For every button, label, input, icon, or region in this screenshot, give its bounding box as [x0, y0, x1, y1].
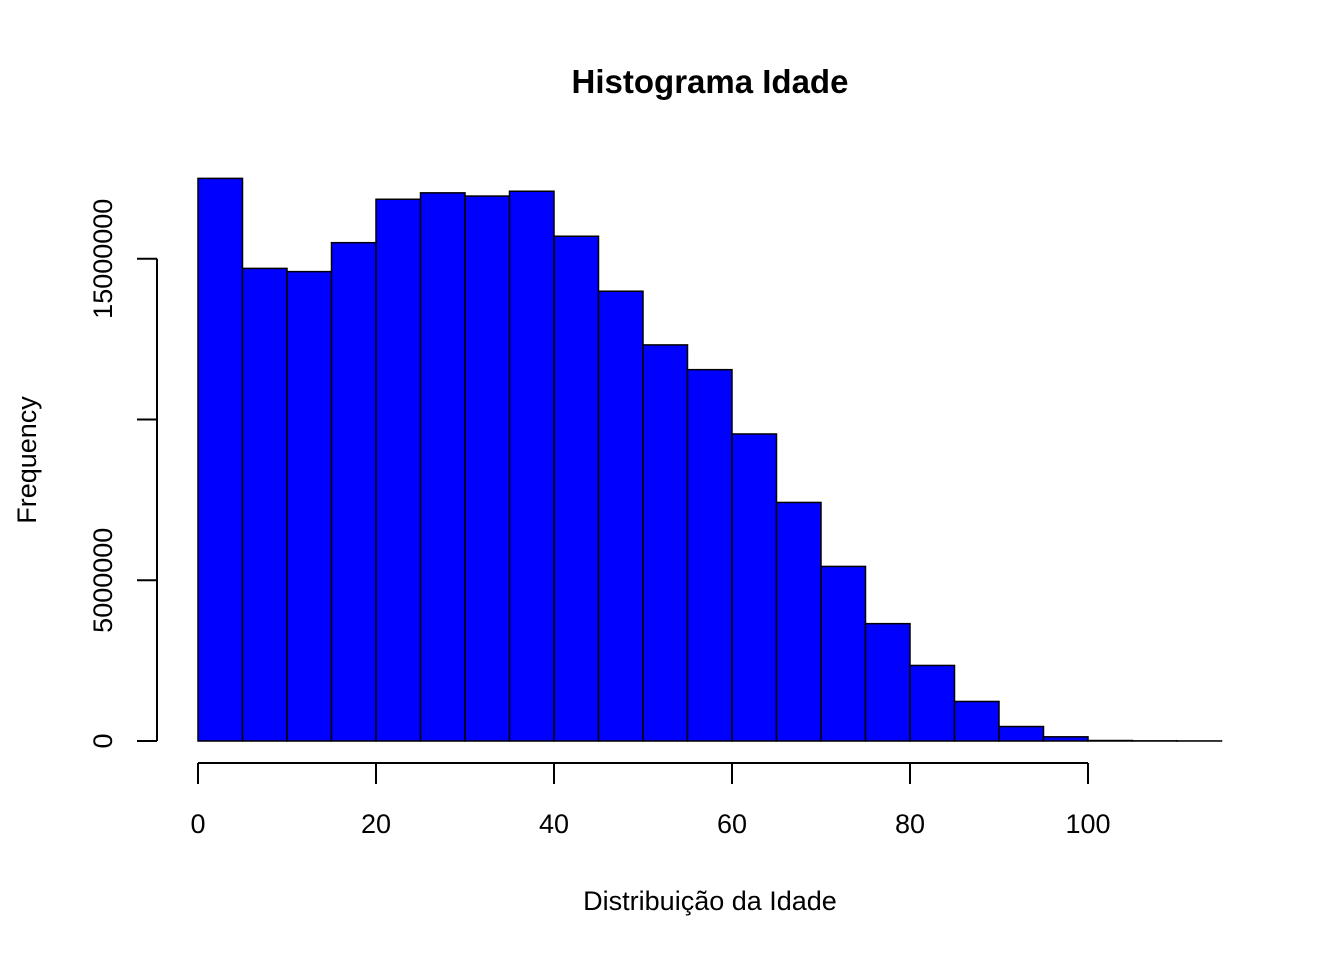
histogram-bar — [686, 368, 733, 742]
y-axis: 0 5000000 15000000 — [88, 199, 158, 749]
bars-group — [197, 177, 1223, 742]
x-tick-label: 100 — [1065, 809, 1110, 839]
histogram-bar — [197, 177, 244, 742]
histogram-bar — [330, 241, 377, 742]
x-axis: 0 20 40 60 80 100 — [190, 762, 1111, 839]
histogram-bar — [286, 270, 333, 742]
histogram-bar — [419, 192, 466, 742]
histogram-bar — [464, 195, 511, 742]
histogram-bar — [508, 190, 555, 742]
histogram-bar — [820, 565, 867, 742]
histogram-bar — [731, 433, 778, 742]
x-tick-label: 40 — [539, 809, 569, 839]
x-axis-label: Distribuição da Idade — [583, 886, 837, 916]
histogram-bar — [553, 235, 600, 742]
histogram-bar — [864, 622, 911, 742]
y-tick-label: 0 — [88, 733, 118, 748]
histogram-bar — [241, 267, 288, 742]
y-tick-label: 15000000 — [88, 199, 118, 319]
histogram-bar — [909, 664, 956, 742]
x-tick-label: 60 — [717, 809, 747, 839]
histogram-bar — [597, 290, 644, 742]
histogram-bar — [1042, 736, 1089, 742]
y-axis-label: Frequency — [12, 396, 42, 524]
histogram-bar — [953, 700, 1000, 742]
x-tick-label: 20 — [361, 809, 391, 839]
chart-title: Histograma Idade — [572, 63, 849, 100]
y-tick-label: 5000000 — [88, 528, 118, 633]
histogram-bar — [998, 725, 1045, 742]
x-tick-label: 0 — [190, 809, 205, 839]
histogram-bar — [642, 344, 689, 742]
histogram-bar — [775, 501, 822, 742]
histogram-bar — [375, 198, 422, 742]
x-tick-label: 80 — [895, 809, 925, 839]
